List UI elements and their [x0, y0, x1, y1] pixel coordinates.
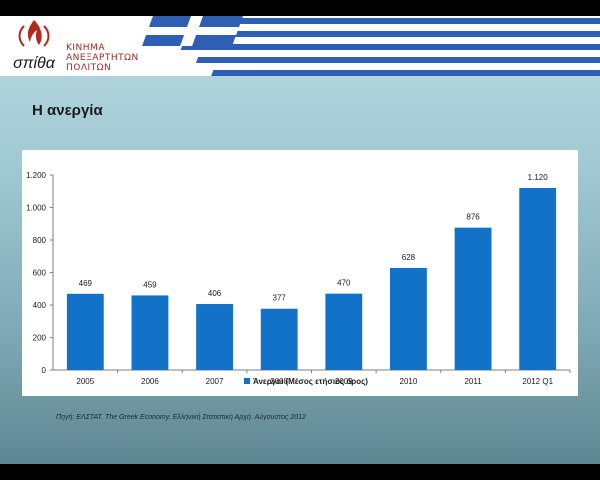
data-label: 406 [208, 289, 222, 298]
data-label: 876 [466, 213, 480, 222]
slide: σπίθα ΚΙΝΗΜΑ ΑΝΕΞΑΡΤΗΤΩΝ ΠΟΛΙΤΩΝ Η ανεργ… [0, 16, 600, 464]
source-note: Πηγή: ΕΛΣΤΑΤ. The Greek Economy. Ελληνικ… [56, 414, 306, 421]
y-tick-label: 1.200 [26, 171, 47, 180]
data-label: 470 [337, 279, 351, 288]
x-tick-label: 2012 Q1 [522, 377, 553, 386]
bar [325, 293, 363, 370]
y-tick-label: 0 [42, 366, 47, 375]
bar [390, 267, 427, 370]
legend-swatch [244, 378, 250, 384]
bar [519, 188, 557, 370]
bar-chart: 0 200 400 600 800 1.000 1.200 469 2005 459 2006 406… [26, 171, 571, 386]
y-tick-label: 200 [33, 334, 47, 343]
y-tick-label: 600 [33, 269, 47, 278]
x-tick-label: 2007 [206, 377, 224, 386]
bar [66, 293, 104, 370]
slide-title: Η ανεργία [32, 102, 103, 119]
x-tick-label: 2006 [141, 377, 159, 386]
chart-container: 0 200 400 600 800 1.000 1.200 469 2005 459 2006 406… [22, 150, 578, 396]
logo-wordmark: σπίθα [13, 55, 56, 72]
data-label: 459 [143, 280, 157, 289]
x-tick-label: 2011 [464, 377, 482, 386]
x-tick-label: 2008 [270, 377, 288, 386]
data-label: 628 [402, 253, 416, 262]
org-line: ΑΝΕΞΑΡΤΗΤΩΝ [66, 53, 139, 63]
spitha-logo-icon: σπίθα [13, 20, 56, 72]
organization-name: ΚΙΝΗΜΑ ΑΝΕΞΑΡΤΗΤΩΝ ΠΟΛΙΤΩΝ [66, 43, 146, 73]
org-line: ΚΙΝΗΜΑ [66, 43, 105, 53]
y-tick-label: 800 [33, 236, 47, 245]
x-tick-label: 2005 [76, 377, 94, 386]
org-line: ΠΟΛΙΤΩΝ [66, 63, 112, 73]
bar [196, 304, 233, 370]
data-label: 1.120 [528, 173, 549, 182]
data-label: 377 [273, 294, 287, 303]
y-tick-label: 400 [33, 301, 47, 310]
x-tick-label: 2010 [400, 377, 418, 386]
bar [260, 308, 298, 370]
bar [131, 295, 169, 370]
data-label: 469 [79, 279, 93, 288]
y-tick-label: 1.000 [26, 204, 47, 213]
greek-flag-banner [135, 16, 600, 76]
legend-label: Άνεργοι (Μέσος ετήσιος όρος) [253, 377, 368, 386]
bar [454, 227, 492, 370]
x-tick-label: 2009 [335, 377, 353, 386]
